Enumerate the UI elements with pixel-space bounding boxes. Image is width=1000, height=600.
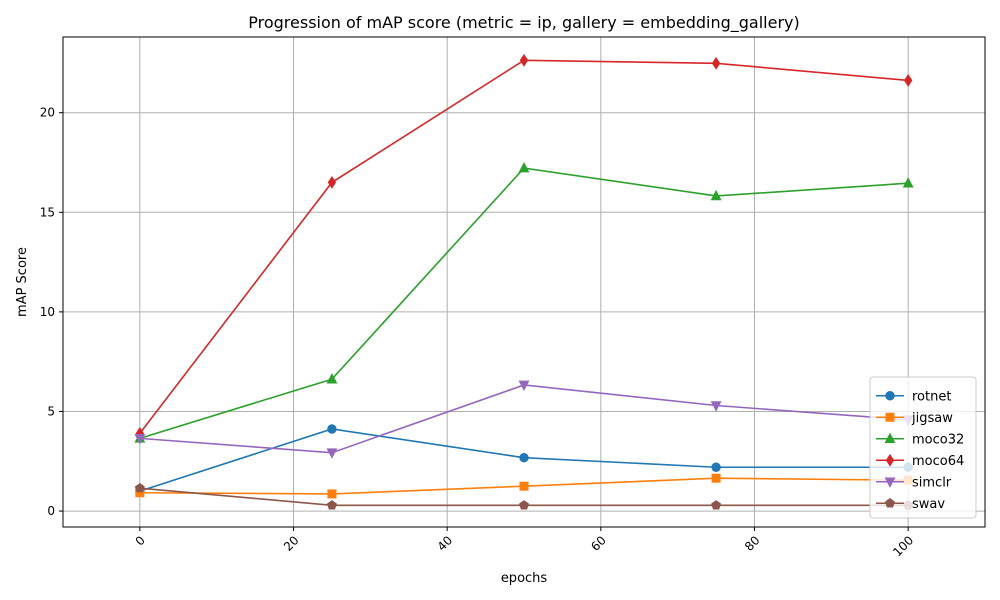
legend-label: moco64 xyxy=(912,454,964,469)
legend-item-moco32: moco32 xyxy=(876,432,964,447)
x-tick-label: 40 xyxy=(435,533,456,554)
data-point-moco64 xyxy=(519,53,529,67)
legend-item-simclr: simclr xyxy=(876,475,952,490)
legend-marker-moco32 xyxy=(884,432,896,444)
chart-title: Progression of mAP score (metric = ip, g… xyxy=(248,13,800,33)
data-point-moco32 xyxy=(902,177,914,188)
y-tick-label: 5 xyxy=(47,404,55,418)
x-axis-label: epochs xyxy=(501,571,548,586)
legend-item-rotnet: rotnet xyxy=(876,389,951,404)
series-line-moco32 xyxy=(139,167,909,440)
data-point-rotnet xyxy=(327,424,337,434)
legend-item-moco64: moco64 xyxy=(876,454,964,469)
y-tick-label: 20 xyxy=(40,106,55,120)
data-point-moco64 xyxy=(711,56,721,70)
data-point-simclr xyxy=(710,401,722,412)
data-point-moco64 xyxy=(327,175,337,189)
legend-label: swav xyxy=(912,497,945,512)
data-point-jigsaw xyxy=(711,473,721,483)
legend-marker-rotnet xyxy=(885,391,895,401)
data-point-rotnet xyxy=(711,462,721,472)
legend-item-jigsaw: jigsaw xyxy=(876,411,953,426)
x-tick-label: 0 xyxy=(133,533,148,548)
legend-marker-moco64 xyxy=(885,453,895,467)
y-tick-label: 15 xyxy=(40,205,55,219)
data-point-moco32 xyxy=(710,189,722,201)
series-layer xyxy=(134,53,914,510)
grid-lines xyxy=(63,37,985,527)
y-tick-label: 10 xyxy=(40,305,55,319)
legend-label: simclr xyxy=(912,475,952,490)
data-point-swav xyxy=(134,482,145,493)
legend-label: moco32 xyxy=(912,432,964,447)
data-point-swav xyxy=(326,500,337,510)
series-line-simclr xyxy=(139,384,909,454)
legend: rotnet jigsaw moco32 moco64 simclr swav xyxy=(869,376,977,519)
x-tick-label: 100 xyxy=(890,533,916,559)
data-point-jigsaw xyxy=(327,489,337,499)
series-moco64 xyxy=(135,53,913,440)
data-point-simclr xyxy=(326,448,338,459)
data-point-simclr xyxy=(518,380,530,392)
data-point-jigsaw xyxy=(519,481,529,491)
x-tick-label: 60 xyxy=(588,533,609,554)
plot-frame xyxy=(62,36,986,528)
data-point-moco32 xyxy=(518,161,530,173)
series-jigsaw xyxy=(135,473,913,499)
data-point-moco64 xyxy=(903,74,913,87)
data-point-swav xyxy=(711,500,722,510)
x-tick-label: 80 xyxy=(742,533,763,554)
legend-box xyxy=(869,376,977,519)
data-point-rotnet xyxy=(519,452,529,463)
legend-marker-simclr xyxy=(884,477,896,488)
data-point-swav xyxy=(519,500,529,510)
series-line-moco64 xyxy=(139,59,909,434)
y-tick-label: 0 xyxy=(47,504,55,518)
series-moco32 xyxy=(134,161,914,443)
data-point-moco32 xyxy=(326,373,338,384)
legend-label: rotnet xyxy=(912,389,951,404)
legend-label: jigsaw xyxy=(911,411,953,426)
series-simclr xyxy=(134,380,914,459)
legend-marker-swav xyxy=(885,498,895,508)
legend-marker-jigsaw xyxy=(885,412,895,422)
x-tick-label: 20 xyxy=(281,533,302,554)
data-point-simclr xyxy=(134,434,146,445)
y-axis-label: mAP Score xyxy=(15,247,30,317)
legend-item-swav: swav xyxy=(876,497,945,512)
